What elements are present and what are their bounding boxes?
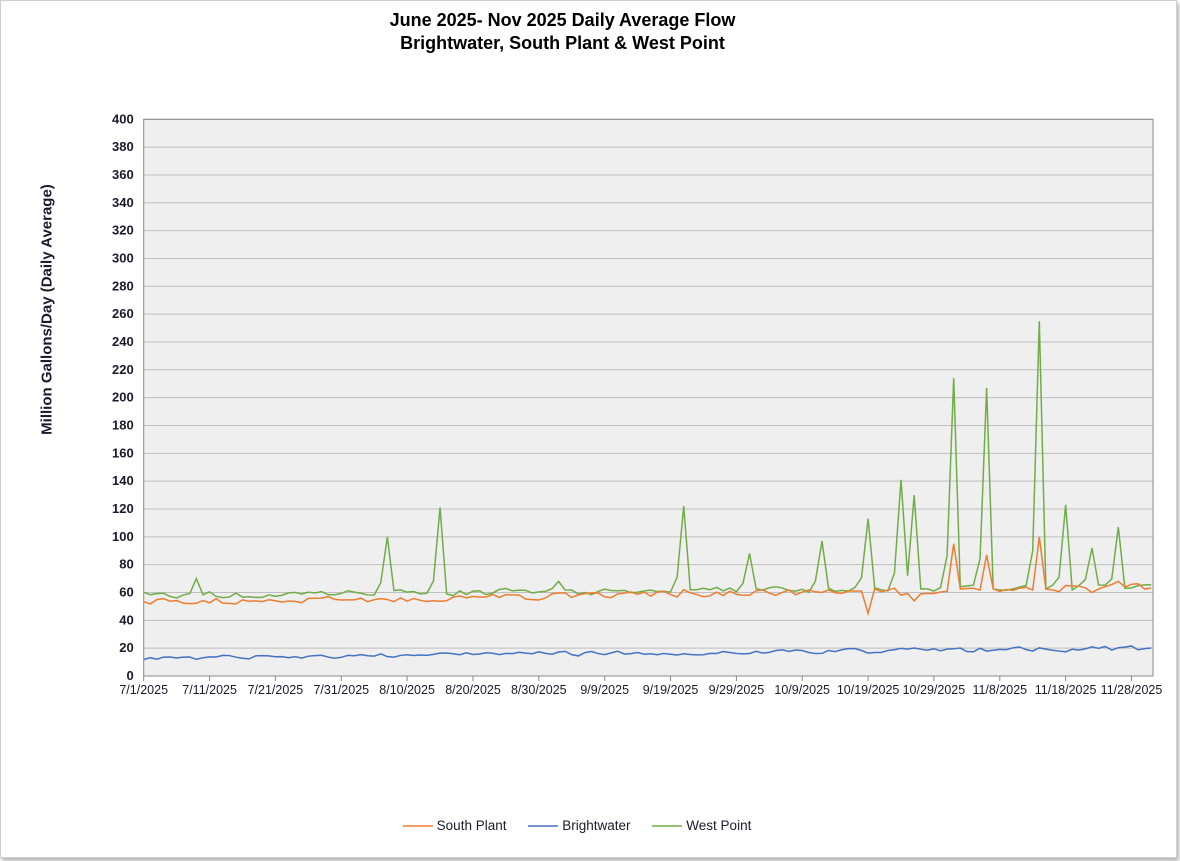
svg-text:180: 180 [112,417,134,432]
svg-text:120: 120 [112,501,134,516]
svg-text:11/28/2025: 11/28/2025 [1101,683,1163,697]
svg-text:10/9/2025: 10/9/2025 [774,683,830,697]
svg-text:20: 20 [119,640,133,655]
svg-text:11/18/2025: 11/18/2025 [1035,683,1097,697]
svg-text:340: 340 [112,195,134,210]
svg-text:7/11/2025: 7/11/2025 [182,683,237,697]
svg-text:7/31/2025: 7/31/2025 [313,683,369,697]
svg-text:9/9/2025: 9/9/2025 [580,683,629,697]
svg-text:10/19/2025: 10/19/2025 [837,683,900,697]
svg-text:10/29/2025: 10/29/2025 [903,683,966,697]
svg-text:160: 160 [112,445,134,460]
svg-text:300: 300 [112,250,134,265]
svg-text:220: 220 [112,362,134,377]
svg-text:9/19/2025: 9/19/2025 [643,683,699,697]
svg-text:7/1/2025: 7/1/2025 [119,683,168,697]
svg-text:8/20/2025: 8/20/2025 [445,683,501,697]
svg-text:360: 360 [112,167,134,182]
svg-text:100: 100 [112,529,134,544]
svg-text:380: 380 [112,139,134,154]
svg-text:400: 400 [112,111,134,126]
svg-text:240: 240 [112,334,134,349]
svg-text:8/10/2025: 8/10/2025 [379,683,435,697]
svg-text:140: 140 [112,473,134,488]
svg-text:7/21/2025: 7/21/2025 [248,683,304,697]
svg-text:8/30/2025: 8/30/2025 [511,683,567,697]
svg-text:0: 0 [126,668,133,683]
svg-text:260: 260 [112,306,134,321]
svg-text:80: 80 [119,557,133,572]
svg-text:9/29/2025: 9/29/2025 [709,683,765,697]
svg-text:200: 200 [112,390,134,405]
svg-text:280: 280 [112,278,134,293]
svg-text:60: 60 [119,585,133,600]
svg-text:11/8/2025: 11/8/2025 [972,683,1027,697]
svg-text:40: 40 [119,612,133,627]
svg-text:320: 320 [112,223,134,238]
